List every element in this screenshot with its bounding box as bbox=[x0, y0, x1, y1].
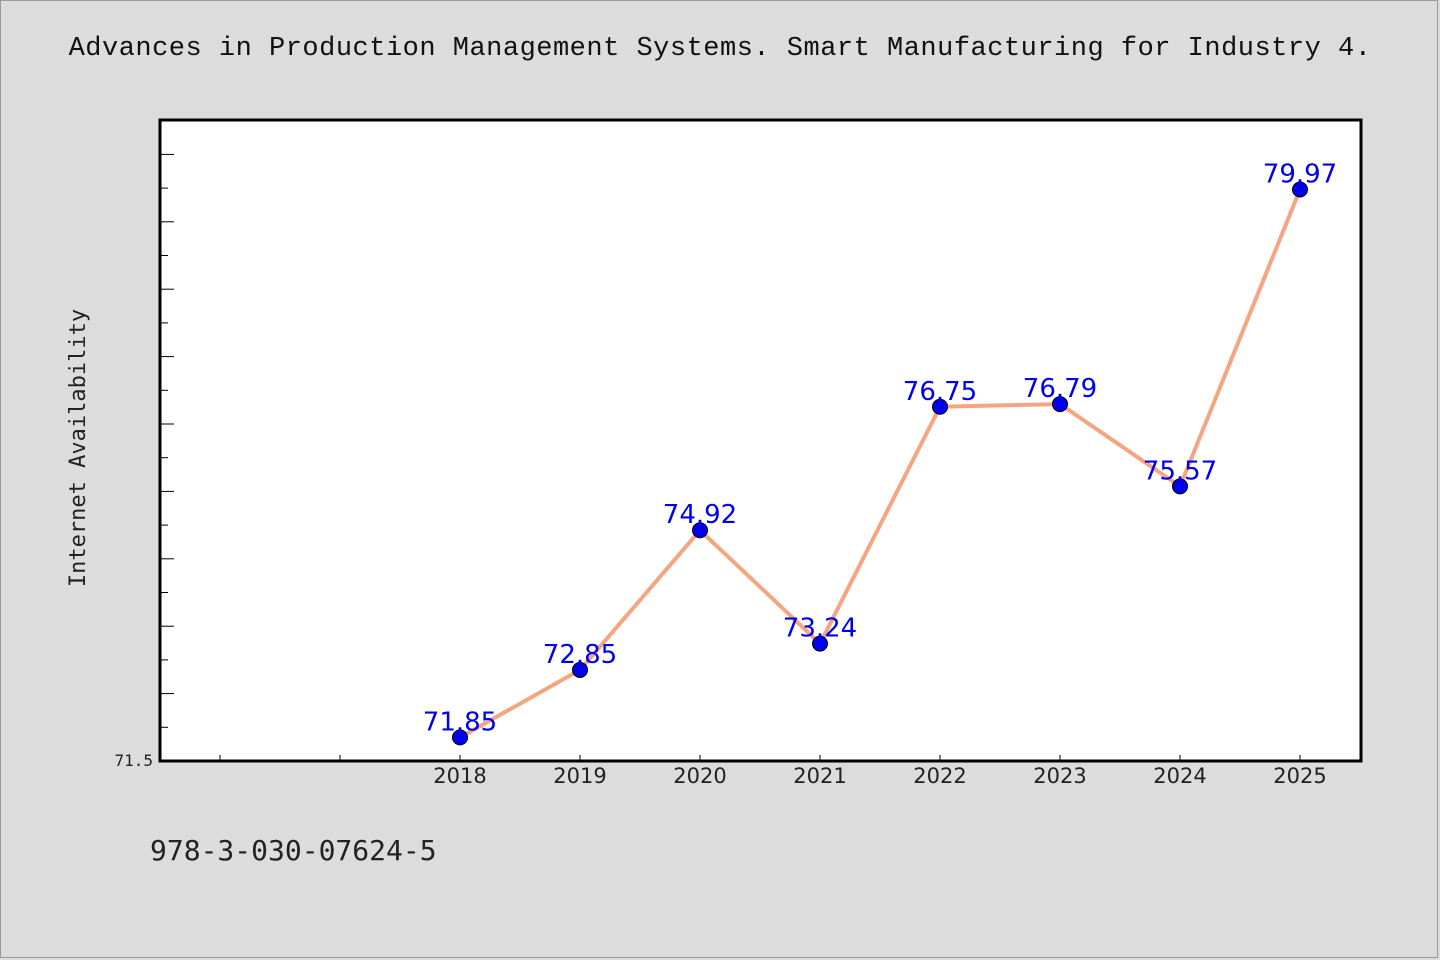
data-label: 72.85 bbox=[543, 640, 617, 670]
series-layer: 71.85 72.85 74.92 73.24 76.75 76.79 75.57 79.97 bbox=[423, 159, 1337, 746]
footer-isbn: 978-3-030-07624-5 bbox=[150, 834, 437, 867]
x-tick-label: 2019 bbox=[553, 764, 606, 788]
series-line bbox=[459, 188, 1302, 740]
y-axis-ticks bbox=[160, 120, 174, 762]
x-tick-label: 2023 bbox=[1033, 764, 1086, 788]
x-tick-label: 2024 bbox=[1153, 764, 1206, 788]
x-tick-label: 2021 bbox=[793, 764, 846, 788]
x-axis-ticks: 2018 2019 2020 2021 2022 2023 2024 2025 bbox=[219, 755, 1327, 788]
data-label: 73.24 bbox=[783, 614, 857, 644]
x-tick-label: 2020 bbox=[673, 764, 726, 788]
x-tick-label: 2025 bbox=[1273, 764, 1326, 788]
data-point bbox=[1052, 396, 1068, 413]
y-tick-label: 71.5 bbox=[114, 751, 153, 770]
data-point bbox=[812, 635, 828, 652]
data-point bbox=[572, 661, 588, 678]
data-label: 76.79 bbox=[1023, 374, 1097, 404]
y-axis-label: Internet Availability bbox=[66, 309, 91, 587]
data-label: 79.97 bbox=[1263, 159, 1337, 189]
data-label: 74.92 bbox=[663, 500, 737, 530]
data-point bbox=[452, 729, 468, 746]
x-tick-label: 2022 bbox=[913, 764, 966, 788]
data-point bbox=[692, 522, 708, 539]
data-label: 75.57 bbox=[1143, 456, 1217, 486]
data-point bbox=[932, 398, 948, 415]
plot-background bbox=[158, 118, 1363, 763]
data-label: 76.75 bbox=[903, 377, 977, 407]
x-tick-label: 2018 bbox=[433, 764, 486, 788]
data-point bbox=[1172, 478, 1188, 495]
chart-title: Advances in Production Management System… bbox=[68, 34, 1372, 64]
data-point bbox=[1292, 181, 1308, 198]
data-label: 71.85 bbox=[423, 707, 497, 737]
